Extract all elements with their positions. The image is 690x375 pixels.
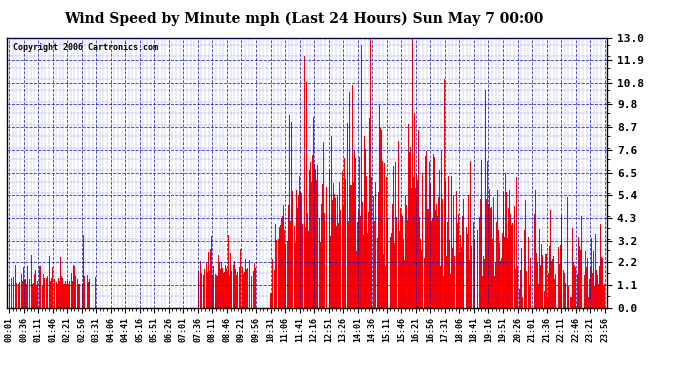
Text: Copyright 2006 Cartronics.com: Copyright 2006 Cartronics.com [13, 43, 158, 52]
Text: Wind Speed by Minute mph (Last 24 Hours) Sun May 7 00:00: Wind Speed by Minute mph (Last 24 Hours)… [64, 11, 543, 26]
